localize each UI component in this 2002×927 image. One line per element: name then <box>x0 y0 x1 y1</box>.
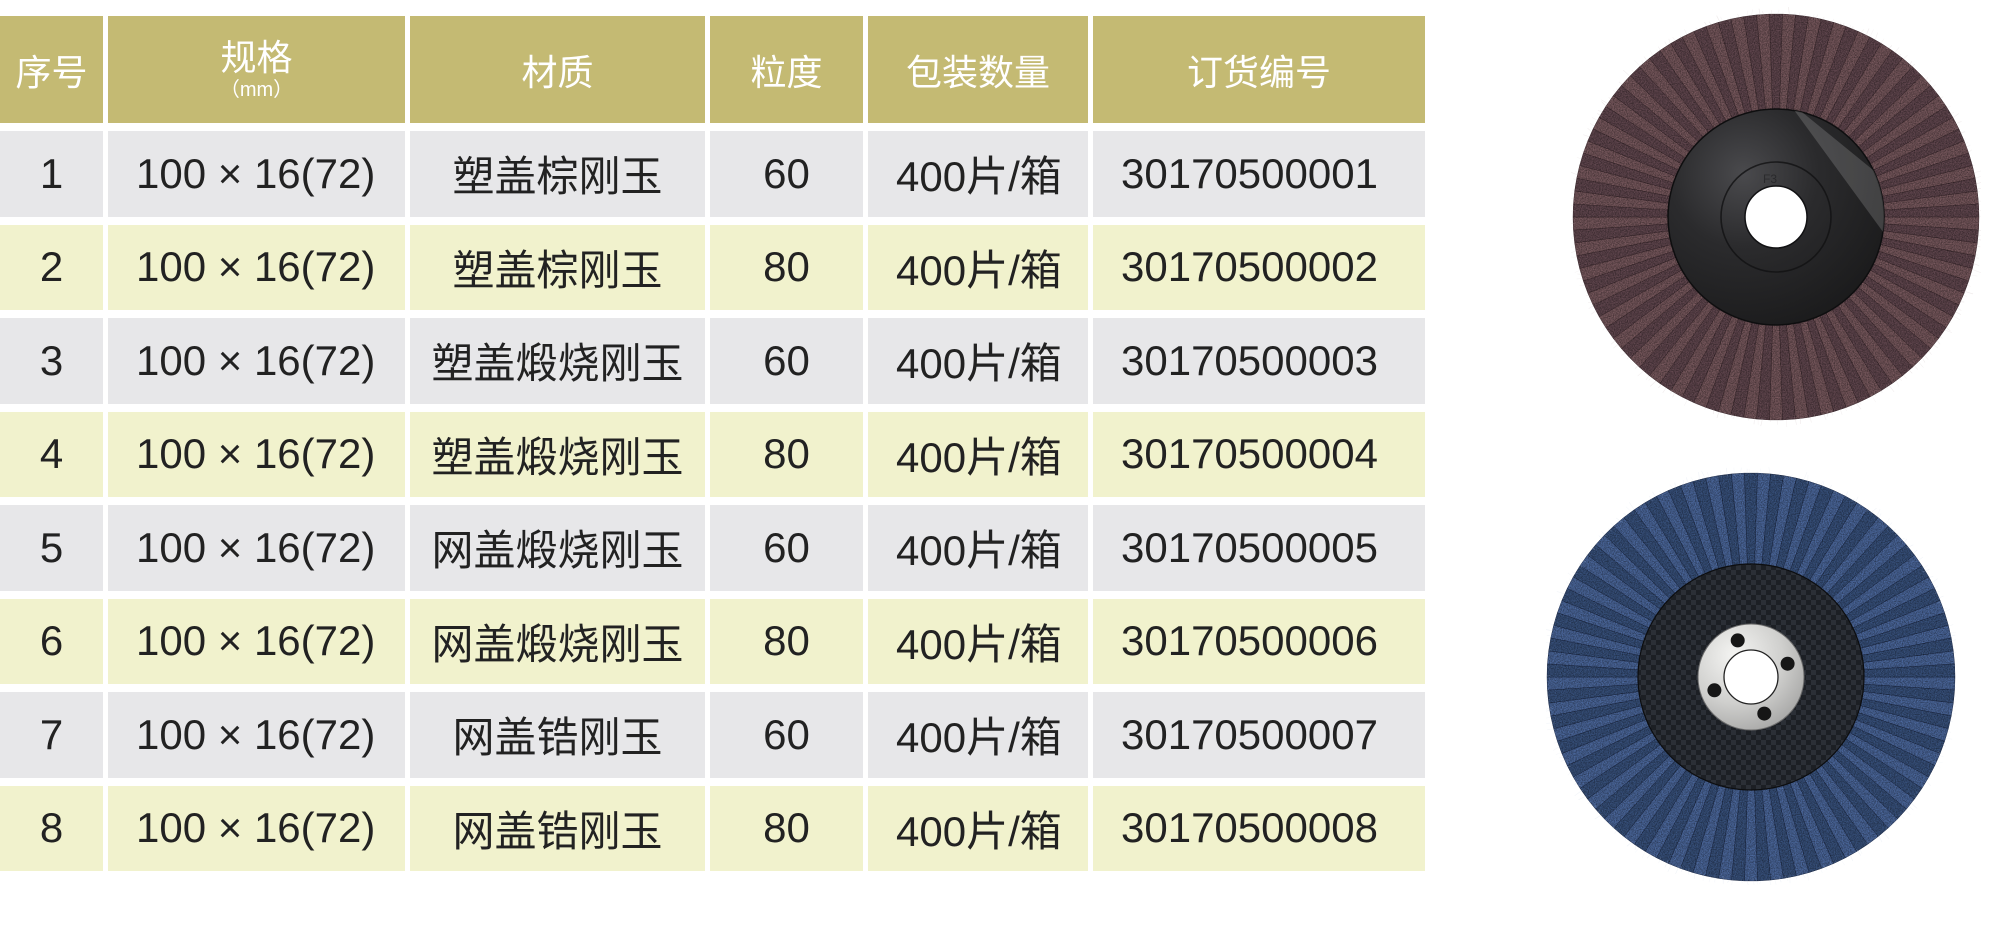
svg-text:F3: F3 <box>1763 172 1777 186</box>
